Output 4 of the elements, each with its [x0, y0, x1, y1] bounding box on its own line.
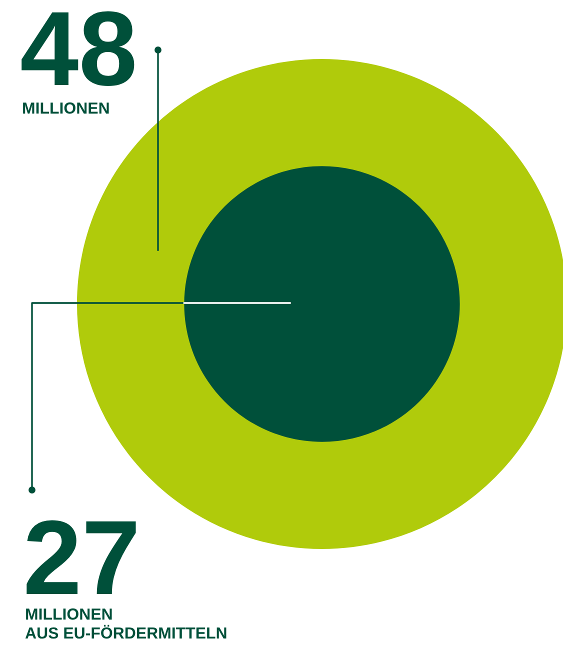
data-label: 27 — [26, 520, 136, 594]
category-label: MILLIONEN AUS EU-FÖRDERMITTELN — [25, 608, 226, 639]
data-label: 48 — [22, 11, 134, 86]
category-label: MILLIONEN — [23, 102, 109, 114]
